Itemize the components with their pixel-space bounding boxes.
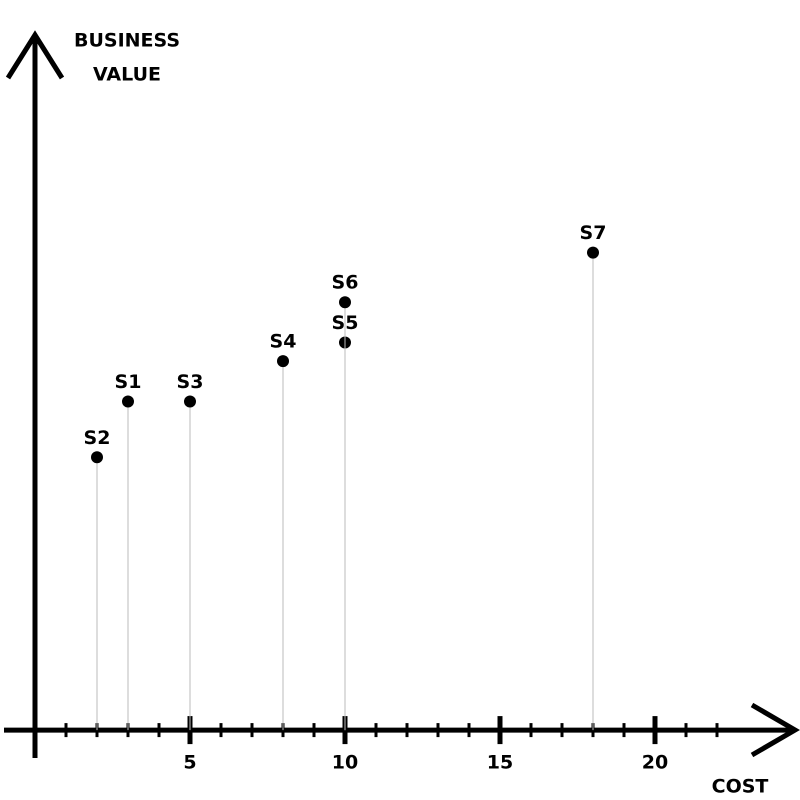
point-label: S1: [115, 371, 142, 393]
x-tick-label: 5: [183, 752, 196, 774]
point: [339, 296, 351, 309]
point: [184, 395, 196, 408]
point: [122, 395, 134, 408]
point-label: S3: [177, 371, 204, 393]
x-axis-arrow: [750, 702, 800, 758]
y-axis-label: VALUE: [93, 64, 161, 86]
point-label: S7: [580, 222, 607, 244]
point-label: S4: [270, 331, 297, 353]
point: [91, 451, 103, 464]
point: [587, 246, 599, 259]
point: [277, 355, 289, 368]
x-tick-label: 20: [642, 752, 668, 774]
point-label: S6: [332, 272, 359, 294]
y-axis-arrow: [5, 30, 65, 80]
y-axis-label: BUSINESS: [74, 30, 180, 52]
point-label: S2: [84, 427, 111, 449]
x-tick-label: 15: [487, 752, 513, 774]
x-tick-label: 10: [332, 752, 358, 774]
x-axis-label: COST: [712, 776, 769, 798]
